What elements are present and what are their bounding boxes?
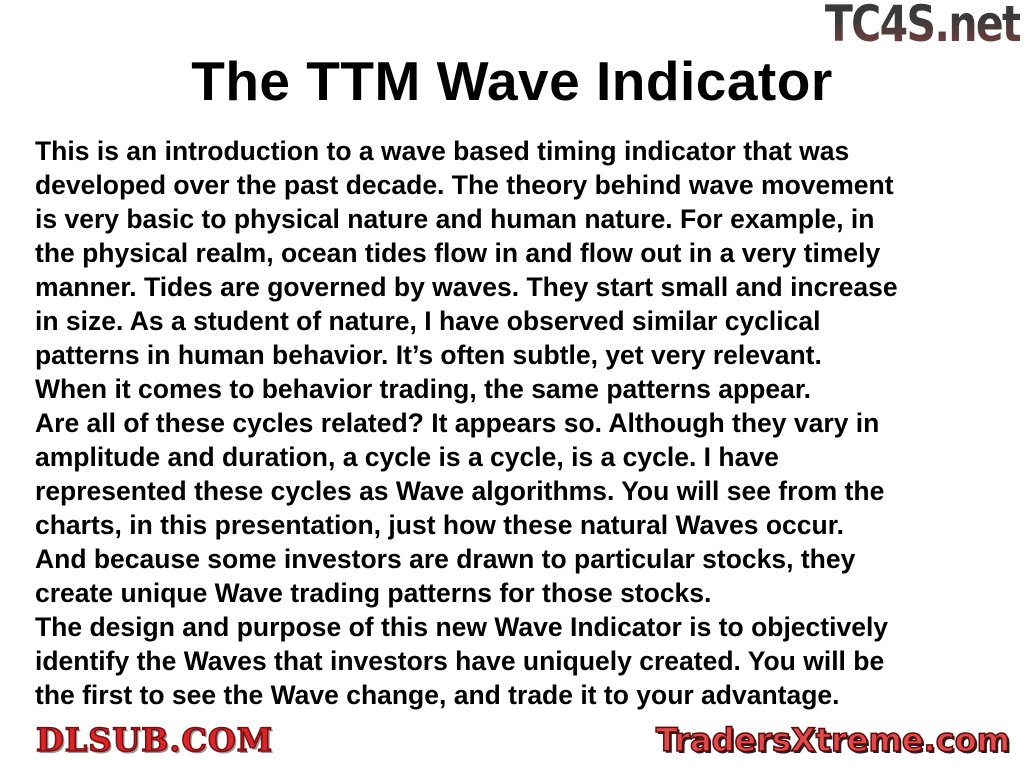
text-line: patterns in human behavior. It’s often s… bbox=[35, 340, 822, 370]
text-line: This is an introduction to a wave based … bbox=[35, 136, 850, 166]
text-line: Are all of these cycles related? It appe… bbox=[35, 408, 880, 438]
text-line: represented these cycles as Wave algorit… bbox=[35, 476, 885, 506]
text-line: in size. As a student of nature, I have … bbox=[35, 306, 821, 336]
text-line: identify the Waves that investors have u… bbox=[35, 646, 885, 676]
text-line: The design and purpose of this new Wave … bbox=[35, 612, 889, 642]
text-line: And because some investors are drawn to … bbox=[35, 544, 856, 574]
text-line: When it comes to behavior trading, the s… bbox=[35, 374, 812, 404]
text-line: amplitude and duration, a cycle is a cyc… bbox=[35, 442, 779, 472]
text-line: developed over the past decade. The theo… bbox=[35, 170, 894, 200]
text-line: is very basic to physical nature and hum… bbox=[35, 204, 875, 234]
dlsub-watermark-logo: DLSUB.COM bbox=[35, 721, 274, 759]
text-line: charts, in this presentation, just how t… bbox=[35, 510, 844, 540]
text-line: the first to see the Wave change, and tr… bbox=[35, 680, 840, 710]
slide-title: The TTM Wave Indicator bbox=[191, 50, 833, 112]
tradersxtreme-watermark-logo: TradersXtreme.com bbox=[655, 720, 1011, 760]
tc4s-watermark-logo: TC4S.net bbox=[824, 0, 1022, 53]
text-line: manner. Tides are governed by waves. The… bbox=[35, 272, 898, 302]
text-line: the physical realm, ocean tides flow in … bbox=[35, 238, 881, 268]
text-line: create unique Wave trading patterns for … bbox=[35, 578, 712, 608]
slide-body: This is an introduction to a wave based … bbox=[35, 134, 1015, 712]
